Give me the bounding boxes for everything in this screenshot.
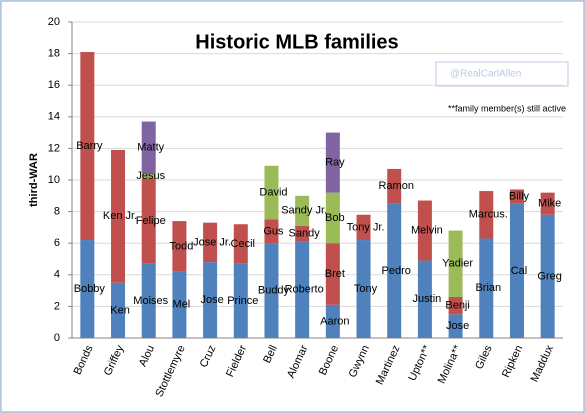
y-tick-label: 4 [54,269,60,281]
chart-title: Historic MLB families [195,31,398,53]
note: **family member(s) still active [448,103,566,113]
data-label: Jose [446,320,469,332]
data-label: Sandy [289,228,321,240]
bar-segment [203,262,218,338]
data-label: Gus [263,225,284,237]
data-label: Aaron [320,315,349,327]
data-label: Ken Jr. [103,210,137,222]
bar-segment [417,260,432,338]
data-label: Cecil [231,238,255,250]
bar-segment [325,304,340,338]
bar-segment [448,314,463,338]
data-label: Melvin [411,224,443,236]
bar-segment [141,121,156,174]
data-label: Felipe [136,215,166,227]
bar-segment [233,263,248,338]
data-label: Brian [475,282,501,294]
bar-segment [80,240,95,338]
data-label: Billy [509,190,530,202]
data-label: Prince [227,295,258,307]
bar-segment [325,132,340,193]
bar-segment [264,243,279,338]
data-label: Roberto [285,284,324,296]
y-axis-label: third-WAR [28,153,40,207]
data-label: Mel [173,299,191,311]
bar-segment [387,168,402,204]
data-label: Matty [137,142,164,154]
bar-segment [540,192,555,215]
data-label: Bobby [74,283,106,295]
data-label: Ray [325,157,345,169]
bar-segment [479,238,494,338]
bar-segment [325,243,340,305]
bar-segment [448,230,463,297]
data-label: Marcus. [469,209,508,221]
bar-segment [264,165,279,220]
bar-segment [141,263,156,338]
data-label: Ken [110,304,130,316]
data-label: Cal [511,265,528,277]
data-label: Mike [538,198,561,210]
data-label: Jose [200,294,223,306]
bar-segment [295,241,310,338]
data-label: Greg [537,270,561,282]
data-label: Justin [413,293,442,305]
bar-segment [387,203,402,338]
bar-segment [233,224,248,264]
data-label: Tony Jr. [347,221,385,233]
y-tick-label: 10 [48,174,60,186]
data-label: Pedro [382,265,411,277]
watermark-box [435,61,569,87]
data-label: Bret [325,268,345,280]
data-label: Sandy Jr. [281,205,327,217]
data-label: Barry [76,140,103,152]
data-label: Yadier [442,258,473,270]
bar-segment [264,219,279,244]
bar-segment [479,191,494,239]
bar-segment [509,189,524,204]
data-label: Bob [325,212,345,224]
data-label: Ramon [378,180,413,192]
data-label: Buddy [258,285,290,297]
bar-segment [80,52,95,241]
y-tick-label: 2 [54,300,60,312]
bar-segment [509,203,524,338]
y-tick-label: 20 [48,16,60,28]
bar-segment [448,296,463,315]
y-tick-label: 12 [48,142,60,154]
data-label: Benji [445,300,469,312]
watermark: @RealCarlAllen [450,69,521,80]
bar-segment [295,195,310,226]
bar-segment [111,282,126,338]
bar-segment [141,173,156,179]
y-tick-label: 18 [48,48,60,60]
bar-segment [203,222,218,263]
bar-segment [295,225,310,242]
y-tick-label: 14 [48,111,60,123]
bar-segment [172,271,187,338]
data-label: Todd [169,240,193,252]
bar-segment [540,214,555,338]
data-label: Moises [133,295,168,307]
bar-segment [111,149,126,283]
bar-segment [172,221,187,272]
data-label: David [259,187,287,199]
bar-segment [356,214,371,241]
y-tick-label: 16 [48,79,60,91]
y-tick-label: 0 [54,332,60,344]
y-tick-label: 6 [54,237,60,249]
data-label: Jose Jr. [193,236,231,248]
bar-segment [325,192,340,244]
bar-segment [417,200,432,261]
bar-segment [141,178,156,264]
bar-segment [356,240,371,338]
y-tick-label: 8 [54,206,60,218]
data-label: Tony [354,283,378,295]
